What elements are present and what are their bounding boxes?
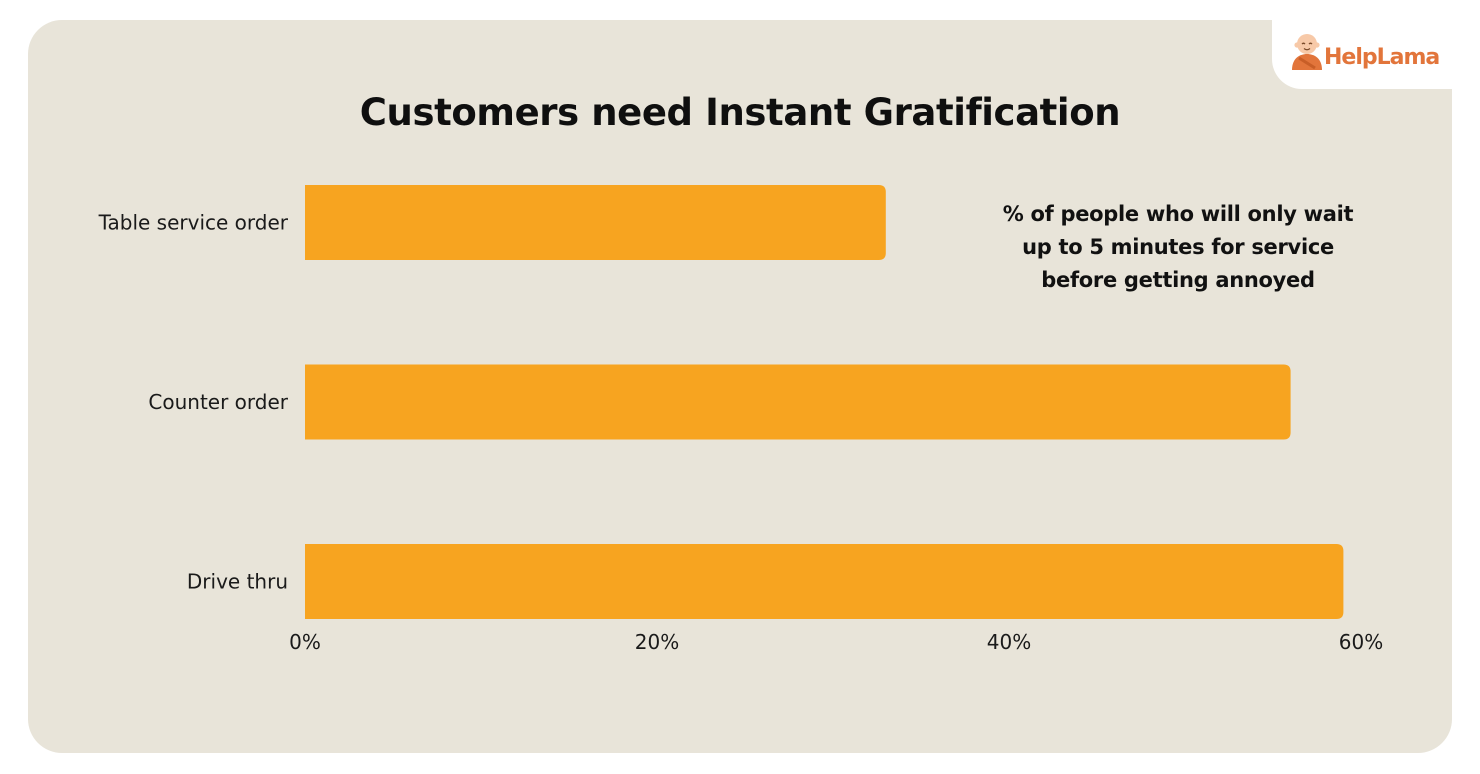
category-label: Counter order [148,390,288,414]
monk-mascot-icon [1292,34,1322,70]
category-labels: Table service order Counter order Drive th… [98,211,289,594]
chart-title: Customers need Instant Gratification [359,91,1121,134]
x-tick-label: 60% [1339,630,1383,654]
bar-counter-order [305,364,1291,440]
x-tick-label: 20% [635,630,679,654]
logo-text-help: Help [1324,45,1378,70]
bar-group [305,185,1344,619]
category-label: Table service order [98,211,289,235]
x-axis-ticks: 0% 20% 40% 60% [289,630,1383,654]
logo-text-lama: Lama [1376,45,1441,70]
bar-drive-thru [305,544,1344,619]
logo-tab [1272,20,1452,89]
bar-table-service-order [305,185,886,260]
annotation-line-1: % of people who will only wait [1002,202,1354,226]
x-tick-label: 0% [289,630,321,654]
annotation-line-2: up to 5 minutes for service [1022,235,1334,259]
chart-annotation: % of people who will only wait up to 5 m… [978,198,1378,297]
annotation-line-3: before getting annoyed [1041,268,1315,292]
x-tick-label: 40% [987,630,1031,654]
brand-logo[interactable]: HelpLama [1324,45,1441,70]
category-label: Drive thru [187,570,288,594]
